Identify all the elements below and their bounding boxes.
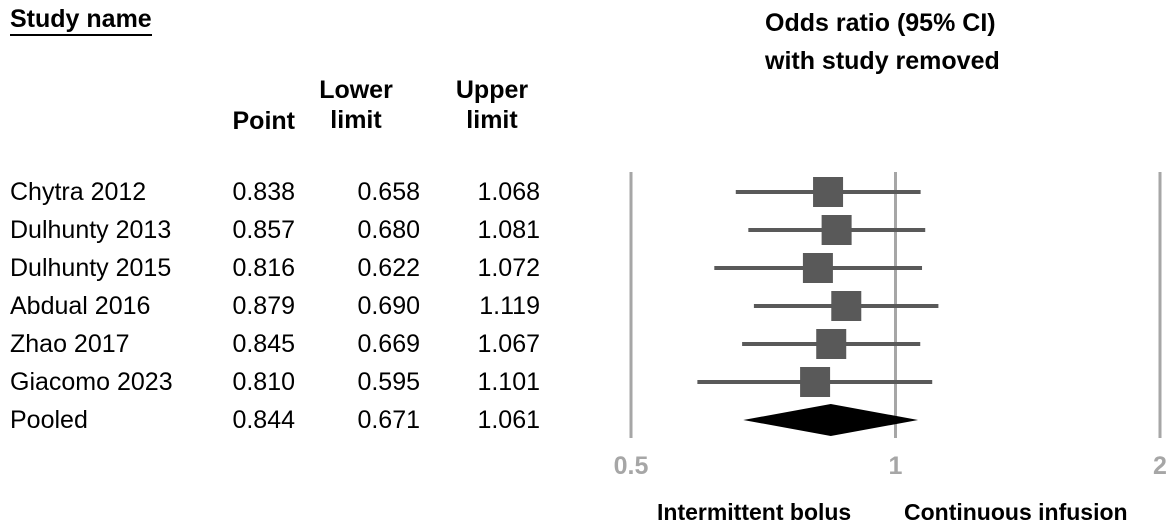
favours-right-label: Continuous infusion	[904, 499, 1128, 525]
upper-header-line2: limit	[466, 106, 518, 134]
upper-value: 1.068	[477, 178, 540, 206]
upper-value: 1.119	[479, 292, 540, 320]
lower-value: 0.622	[357, 254, 420, 282]
x-tick-label: 0.5	[613, 452, 649, 480]
upper-header-line1: Upper	[455, 76, 529, 104]
plot-title-line1: Odds ratio (95% CI)	[765, 9, 996, 37]
study-name-header: Study name	[10, 4, 152, 36]
study-label: Zhao 2017	[10, 330, 130, 358]
point-estimate-box	[802, 253, 833, 283]
lower-limit-header: Lower limit	[300, 75, 412, 135]
upper-value: 1.081	[477, 216, 540, 244]
point-estimate-box	[800, 367, 831, 397]
study-label: Giacomo 2023	[10, 368, 173, 396]
pooled-label: Pooled	[10, 406, 88, 434]
plot-title: Odds ratio (95% CI) with study removed	[765, 4, 1000, 80]
study-label: Dulhunty 2015	[10, 254, 172, 282]
point-value: 0.810	[232, 368, 295, 396]
favours-left-label: Intermittent bolus	[657, 499, 852, 525]
x-tick-label: 2	[1153, 452, 1167, 480]
point-value: 0.857	[232, 216, 295, 244]
lower-value: 0.669	[357, 330, 420, 358]
point-value: 0.845	[232, 330, 295, 358]
study-label: Chytra 2012	[10, 178, 147, 206]
point-value: 0.844	[232, 406, 295, 434]
lower-header-line2: limit	[330, 106, 382, 134]
lower-value: 0.595	[357, 368, 420, 396]
point-value: 0.879	[232, 292, 295, 320]
lower-value: 0.658	[357, 178, 420, 206]
plot-title-line2: with study removed	[765, 47, 1000, 75]
lower-value: 0.690	[357, 292, 420, 320]
point-estimate-box	[813, 177, 844, 207]
point-value: 0.838	[232, 178, 295, 206]
point-estimate-box	[831, 291, 862, 321]
upper-value: 1.061	[477, 406, 540, 434]
lower-value: 0.671	[357, 406, 420, 434]
upper-value: 1.072	[477, 254, 540, 282]
pooled-diamond	[743, 404, 919, 436]
study-label: Dulhunty 2013	[10, 216, 172, 244]
x-tick-label: 1	[888, 452, 903, 480]
lower-value: 0.680	[357, 216, 420, 244]
point-header: Point	[232, 107, 296, 135]
point-estimate-box	[816, 329, 847, 359]
upper-value: 1.067	[477, 330, 540, 358]
point-value: 0.816	[232, 254, 295, 282]
lower-header-line1: Lower	[319, 76, 393, 104]
upper-value: 1.101	[477, 368, 540, 396]
point-estimate-box	[821, 215, 852, 245]
study-label: Abdual 2016	[10, 292, 151, 320]
upper-limit-header: Upper limit	[436, 75, 548, 135]
